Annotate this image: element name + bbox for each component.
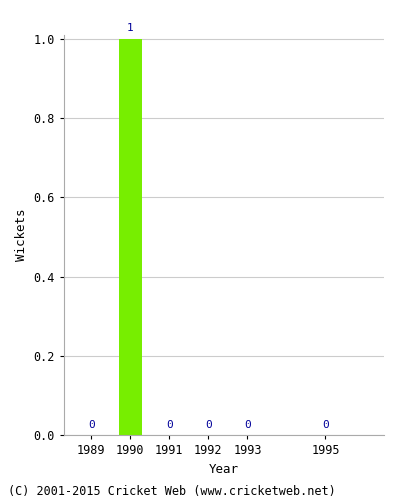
X-axis label: Year: Year xyxy=(209,462,239,475)
Text: 0: 0 xyxy=(322,420,329,430)
Text: 0: 0 xyxy=(166,420,173,430)
Text: 0: 0 xyxy=(88,420,95,430)
Text: 0: 0 xyxy=(205,420,212,430)
Text: 0: 0 xyxy=(244,420,251,430)
Text: 1: 1 xyxy=(127,23,134,33)
Y-axis label: Wickets: Wickets xyxy=(15,209,28,261)
Text: (C) 2001-2015 Cricket Web (www.cricketweb.net): (C) 2001-2015 Cricket Web (www.cricketwe… xyxy=(8,484,336,498)
Bar xyxy=(119,39,142,435)
